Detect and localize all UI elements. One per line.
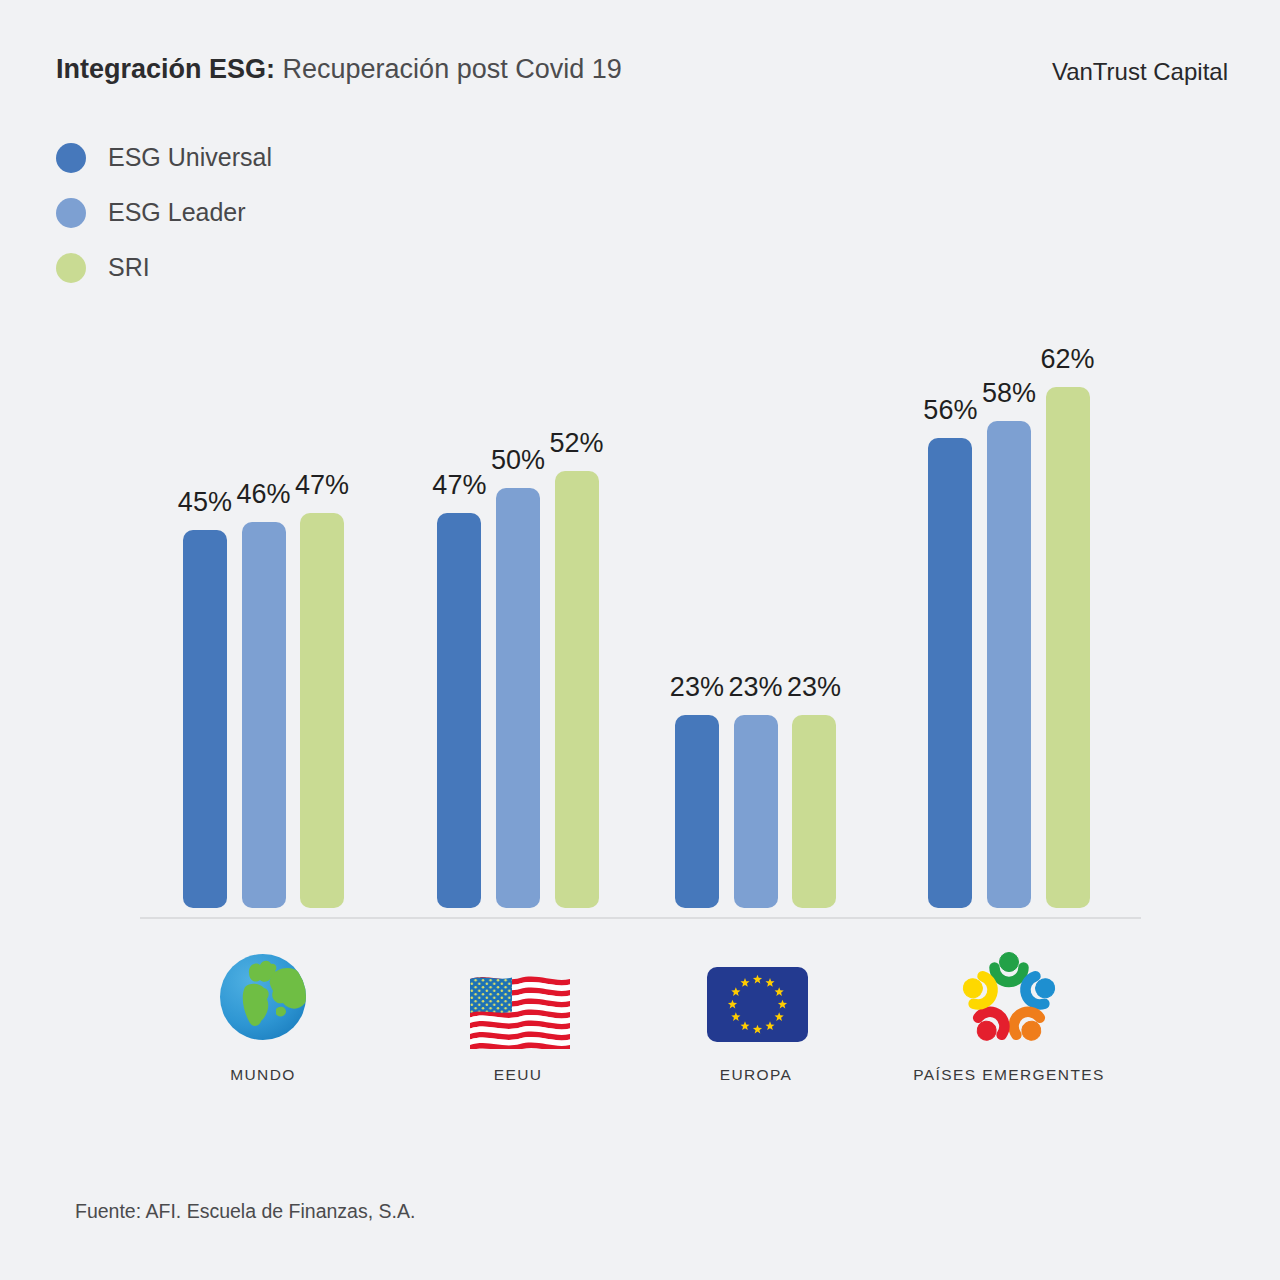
bar-mundo-esg-leader [242, 522, 286, 908]
bar-pa-ses-emergentes-esg-universal [928, 438, 972, 908]
category-label-eeuu: EEUU [494, 1066, 543, 1084]
chart-canvas: Integración ESG: Recuperación post Covid… [0, 0, 1280, 1280]
bar-mundo-esg-universal [183, 530, 227, 908]
legend-label: SRI [108, 253, 150, 282]
legend: ESG Universal ESG Leader SRI [56, 130, 272, 295]
legend-item-1: ESG Leader [56, 185, 272, 240]
legend-dot [56, 143, 86, 173]
bar-value-label: 58% [964, 378, 1054, 409]
legend-dot [56, 253, 86, 283]
us-flag-icon [470, 971, 570, 1053]
bar-mundo-sri [300, 513, 344, 908]
bar-europa-esg-leader [734, 715, 778, 908]
footer-source: Fuente: AFI. Escuela de Finanzas, S.A. [75, 1200, 415, 1223]
globe-icon [219, 953, 307, 1045]
page-title: Integración ESG: Recuperación post Covid… [56, 54, 622, 85]
title-bold: Integración ESG: [56, 54, 275, 84]
bar-eeuu-esg-universal [437, 513, 481, 908]
bar-europa-sri [792, 715, 836, 908]
x-axis-line [140, 917, 1141, 919]
legend-item-0: ESG Universal [56, 130, 272, 185]
bar-value-label: 52% [532, 428, 622, 459]
legend-label: ESG Universal [108, 143, 272, 172]
bar-eeuu-esg-leader [496, 488, 540, 908]
bar-eeuu-sri [555, 471, 599, 908]
legend-item-2: SRI [56, 240, 272, 295]
title-regular: Recuperación post Covid 19 [275, 54, 622, 84]
category-label-europa: EUROPA [720, 1066, 793, 1084]
category-label-mundo: MUNDO [230, 1066, 296, 1084]
bar-value-label: 47% [277, 470, 367, 501]
bar-value-label: 23% [769, 672, 859, 703]
legend-dot [56, 198, 86, 228]
legend-label: ESG Leader [108, 198, 246, 227]
bar-pa-ses-emergentes-esg-leader [987, 421, 1031, 908]
category-label-paises-emergentes: PAÍSES EMERGENTES [913, 1066, 1104, 1084]
bar-value-label: 62% [1023, 344, 1113, 375]
emerging-people-icon [961, 952, 1057, 1052]
eu-flag-icon [707, 967, 808, 1046]
bar-europa-esg-universal [675, 715, 719, 908]
brand-logo-text: VanTrust Capital [1052, 58, 1228, 86]
bar-pa-ses-emergentes-sri [1046, 387, 1090, 908]
